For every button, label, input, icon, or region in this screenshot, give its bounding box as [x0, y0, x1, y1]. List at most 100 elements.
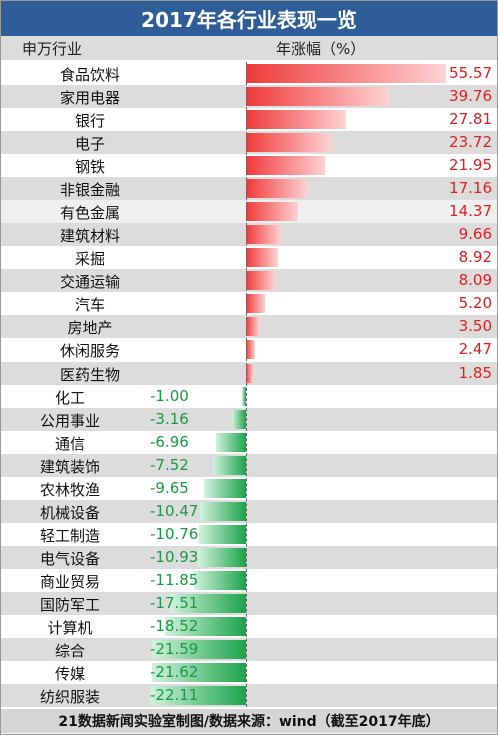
industry-label: 食品饮料 [59, 66, 120, 84]
industry-label: 家用电器 [59, 89, 120, 108]
industry-column-header: 申万行业 [22, 40, 83, 58]
industry-label: 钢铁 [74, 158, 105, 177]
bar [215, 432, 246, 452]
value-label: 39.76 [449, 87, 492, 106]
bar [246, 133, 332, 153]
table-row: 化工 -1.00 [0, 385, 498, 408]
chart-title: 2017年各行业表现一览 [0, 0, 498, 36]
value-label: 1.85 [458, 363, 492, 382]
industry-label: 电气设备 [39, 549, 100, 568]
column-header-row: 申万行业 年涨幅（%） [0, 36, 498, 60]
bar [169, 593, 246, 613]
industry-label: 综合 [54, 642, 85, 660]
table-row: 建筑材料 9.66 [0, 223, 498, 247]
value-label: 55.57 [449, 64, 492, 82]
bar [246, 248, 279, 268]
industry-label: 轻工制造 [39, 526, 100, 545]
bar [246, 87, 390, 107]
bar [165, 616, 246, 636]
bar [246, 271, 276, 291]
bar [246, 317, 259, 337]
bar-chart-rows: 食品饮料 55.57 家用电器 39.76 银行 27.81 电子 23.72 钢铁 21.95 非… [0, 62, 498, 708]
table-row: 交通运输 8.09 [0, 269, 498, 293]
table-row: 休闲服务 2.47 [0, 338, 498, 361]
industry-label: 国防军工 [39, 595, 100, 614]
table-row: 电气设备 -10.93 [0, 545, 498, 569]
industry-label: 采掘 [74, 250, 105, 269]
industry-label: 医药生物 [59, 365, 120, 384]
table-row: 有色金属 14.37 [0, 200, 498, 224]
bar [198, 547, 246, 567]
value-label: 21.95 [449, 156, 492, 175]
industry-label: 交通运输 [59, 273, 120, 292]
industry-label: 商业贸易 [39, 572, 100, 591]
value-label: -1.00 [150, 386, 189, 405]
table-row: 公用事业 -3.16 [0, 407, 498, 431]
bar [241, 386, 246, 406]
industry-label: 计算机 [47, 618, 93, 637]
industry-label: 电子 [74, 135, 105, 154]
value-label: -21.62 [150, 663, 199, 682]
value-label: -6.96 [150, 432, 189, 451]
industry-label: 休闲服务 [59, 342, 120, 361]
table-row: 钢铁 21.95 [0, 154, 498, 177]
value-label: 23.72 [449, 133, 492, 152]
value-label: -11.85 [150, 570, 199, 589]
value-label: 14.37 [449, 202, 492, 221]
bar [200, 501, 246, 521]
industry-label: 公用事业 [39, 411, 100, 430]
bar [246, 64, 446, 83]
value-label: 5.20 [458, 294, 492, 313]
table-row: 汽车 5.20 [0, 292, 498, 315]
value-label: 2.47 [458, 340, 492, 359]
industry-label: 汽车 [74, 296, 105, 315]
industry-label: 机械设备 [39, 503, 100, 522]
industry-label: 建筑装饰 [39, 457, 100, 476]
table-row: 机械设备 -10.47 [0, 499, 498, 523]
bar [194, 570, 246, 590]
bar [213, 455, 246, 475]
bar [151, 663, 246, 683]
bar [246, 363, 253, 383]
table-row: 家用电器 39.76 [0, 85, 498, 109]
table-row: 建筑装饰 -7.52 [0, 453, 498, 477]
table-row: 非银金融 17.16 [0, 177, 498, 201]
bar [204, 478, 246, 498]
value-label: 9.66 [458, 225, 492, 244]
table-row: 农林牧渔 -9.65 [0, 477, 498, 500]
industry-label: 化工 [54, 388, 85, 407]
value-label: -22.11 [150, 686, 199, 705]
change-column-header: 年涨幅（%） [276, 40, 366, 58]
value-label: -3.16 [150, 409, 189, 428]
value-label: -7.52 [150, 455, 189, 474]
table-row: 采掘 8.92 [0, 246, 498, 269]
table-row: 纺织服装 -22.11 [0, 684, 498, 708]
bar [246, 202, 298, 222]
value-label: -10.93 [150, 547, 199, 566]
industry-label: 房地产 [67, 319, 113, 338]
value-label: 8.09 [458, 271, 492, 290]
bar [232, 409, 246, 429]
bar [152, 640, 246, 659]
zero-axis-line [246, 62, 247, 707]
industry-label: 非银金融 [59, 181, 120, 200]
bar [246, 340, 255, 360]
industry-label: 纺织服装 [39, 688, 100, 707]
bar [246, 225, 281, 245]
value-label: 3.50 [458, 317, 492, 336]
value-label: -18.52 [150, 616, 199, 635]
value-label: -10.47 [150, 501, 199, 520]
industry-label: 农林牧渔 [39, 480, 100, 499]
table-row: 房地产 3.50 [0, 315, 498, 339]
bar [246, 110, 347, 130]
value-label: -21.59 [150, 640, 199, 658]
industry-label: 通信 [54, 434, 85, 453]
value-label: -17.51 [150, 593, 199, 612]
table-row: 传媒 -21.62 [0, 661, 498, 684]
value-label: 27.81 [449, 110, 492, 129]
value-label: 17.16 [449, 179, 492, 198]
value-label: 8.92 [458, 248, 492, 267]
table-row: 银行 27.81 [0, 108, 498, 131]
table-row: 轻工制造 -10.76 [0, 523, 498, 546]
bar [246, 179, 308, 199]
